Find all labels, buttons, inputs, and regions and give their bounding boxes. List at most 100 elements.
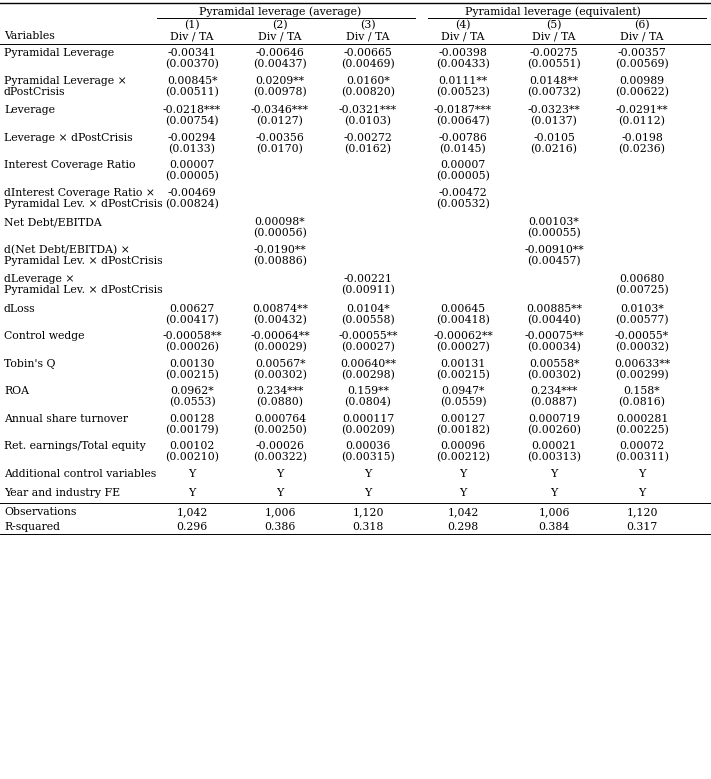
Text: 0.00103*: 0.00103*: [528, 217, 579, 227]
Text: Y: Y: [188, 488, 196, 498]
Text: 0.00680: 0.00680: [619, 274, 665, 284]
Text: 0.0104*: 0.0104*: [346, 304, 390, 313]
Text: Additional control variables: Additional control variables: [4, 468, 156, 478]
Text: 0.318: 0.318: [353, 521, 384, 531]
Text: Y: Y: [459, 488, 466, 498]
Text: Pyramidal Leverage: Pyramidal Leverage: [4, 48, 114, 58]
Text: 0.296: 0.296: [176, 521, 208, 531]
Text: (0.00298): (0.00298): [341, 369, 395, 380]
Text: -0.0323**: -0.0323**: [528, 105, 580, 115]
Text: 0.00633**: 0.00633**: [614, 358, 670, 368]
Text: (0.0216): (0.0216): [530, 143, 577, 153]
Text: d(Net Debt/EBITDA) ×: d(Net Debt/EBITDA) ×: [4, 245, 130, 255]
Text: (0.00005): (0.00005): [165, 171, 219, 182]
Text: Y: Y: [277, 488, 284, 498]
Text: Year and industry FE: Year and industry FE: [4, 488, 120, 498]
Text: (0.00027): (0.00027): [341, 342, 395, 352]
Text: (0.00437): (0.00437): [253, 59, 307, 69]
Text: Y: Y: [550, 468, 557, 478]
Text: (0.00754): (0.00754): [165, 116, 219, 126]
Text: -0.0198: -0.0198: [621, 132, 663, 143]
Text: 1,042: 1,042: [447, 507, 479, 517]
Text: (0.00370): (0.00370): [165, 59, 219, 69]
Text: -0.00075**: -0.00075**: [524, 331, 584, 341]
Text: (0.0145): (0.0145): [439, 143, 486, 153]
Text: (0.00417): (0.00417): [165, 315, 219, 325]
Text: 0.00036: 0.00036: [346, 441, 390, 451]
Text: (0.00511): (0.00511): [165, 86, 219, 97]
Text: 0.00640**: 0.00640**: [340, 358, 396, 368]
Text: (0.0880): (0.0880): [257, 397, 304, 407]
Text: 0.0947*: 0.0947*: [442, 386, 485, 396]
Text: Variables: Variables: [4, 31, 55, 41]
Text: (0.0112): (0.0112): [619, 116, 665, 126]
Text: (0.00055): (0.00055): [527, 228, 581, 238]
Text: (5): (5): [546, 20, 562, 30]
Text: -0.0187***: -0.0187***: [434, 105, 492, 115]
Text: -0.00472: -0.00472: [439, 188, 487, 198]
Text: Tobin's Q: Tobin's Q: [4, 358, 55, 368]
Text: -0.00055*: -0.00055*: [615, 331, 669, 341]
Text: (0.00551): (0.00551): [527, 59, 581, 69]
Text: Leverage × dPostCrisis: Leverage × dPostCrisis: [4, 132, 133, 143]
Text: 0.00007: 0.00007: [440, 160, 486, 170]
Text: dInterest Coverage Ratio ×: dInterest Coverage Ratio ×: [4, 188, 155, 198]
Text: R-squared: R-squared: [4, 521, 60, 531]
Text: (0.00432): (0.00432): [253, 315, 307, 325]
Text: (0.00313): (0.00313): [527, 452, 581, 462]
Text: Net Debt/EBITDA: Net Debt/EBITDA: [4, 217, 102, 227]
Text: (0.00056): (0.00056): [253, 228, 307, 238]
Text: 0.0103*: 0.0103*: [620, 304, 664, 313]
Text: -0.00357: -0.00357: [618, 48, 666, 58]
Text: (0.00725): (0.00725): [615, 285, 669, 295]
Text: Div / TA: Div / TA: [442, 31, 485, 41]
Text: Y: Y: [459, 468, 466, 478]
Text: 0.00558*: 0.00558*: [529, 358, 579, 368]
Text: 0.00627: 0.00627: [169, 304, 215, 313]
Text: Annual share turnover: Annual share turnover: [4, 414, 128, 424]
Text: (0.00032): (0.00032): [615, 342, 669, 352]
Text: 0.000281: 0.000281: [616, 414, 668, 424]
Text: (0.0816): (0.0816): [619, 397, 665, 407]
Text: Observations: Observations: [4, 507, 76, 517]
Text: -0.00055**: -0.00055**: [338, 331, 397, 341]
Text: (0.00457): (0.00457): [527, 256, 581, 266]
Text: ROA: ROA: [4, 386, 29, 396]
Text: (0.0170): (0.0170): [257, 143, 304, 153]
Text: Pyramidal Lev. × dPostCrisis: Pyramidal Lev. × dPostCrisis: [4, 199, 163, 209]
Text: (0.00911): (0.00911): [341, 285, 395, 295]
Text: -0.00064**: -0.00064**: [250, 331, 310, 341]
Text: 0.00096: 0.00096: [440, 441, 486, 451]
Text: 0.0148**: 0.0148**: [530, 76, 579, 86]
Text: (0.00647): (0.00647): [436, 116, 490, 126]
Text: (0.00005): (0.00005): [436, 171, 490, 182]
Text: 0.000764: 0.000764: [254, 414, 306, 424]
Text: Div / TA: Div / TA: [346, 31, 390, 41]
Text: -0.00469: -0.00469: [168, 188, 216, 198]
Text: (0.00418): (0.00418): [436, 315, 490, 325]
Text: (0.00299): (0.00299): [615, 369, 669, 380]
Text: -0.00275: -0.00275: [530, 48, 578, 58]
Text: 0.00072: 0.00072: [619, 441, 665, 451]
Text: 0.000719: 0.000719: [528, 414, 580, 424]
Text: (0.00886): (0.00886): [253, 256, 307, 266]
Text: (0.0103): (0.0103): [345, 116, 392, 126]
Text: (0.00026): (0.00026): [165, 342, 219, 352]
Text: (6): (6): [634, 20, 650, 30]
Text: (4): (4): [455, 20, 471, 30]
Text: Ret. earnings/Total equity: Ret. earnings/Total equity: [4, 441, 146, 451]
Text: (0.0127): (0.0127): [257, 116, 304, 126]
Text: dLoss: dLoss: [4, 304, 36, 313]
Text: Div / TA: Div / TA: [620, 31, 664, 41]
Text: -0.00786: -0.00786: [439, 132, 488, 143]
Text: 0.384: 0.384: [538, 521, 570, 531]
Text: (0.0553): (0.0553): [169, 397, 215, 407]
Text: -0.00910**: -0.00910**: [524, 245, 584, 255]
Text: (0.00440): (0.00440): [527, 315, 581, 325]
Text: (0.00209): (0.00209): [341, 425, 395, 435]
Text: 0.00102: 0.00102: [169, 441, 215, 451]
Text: (0.0804): (0.0804): [345, 397, 392, 407]
Text: Pyramidal leverage (equivalent): Pyramidal leverage (equivalent): [464, 6, 641, 16]
Text: -0.0291**: -0.0291**: [616, 105, 668, 115]
Text: (0.00302): (0.00302): [253, 369, 307, 380]
